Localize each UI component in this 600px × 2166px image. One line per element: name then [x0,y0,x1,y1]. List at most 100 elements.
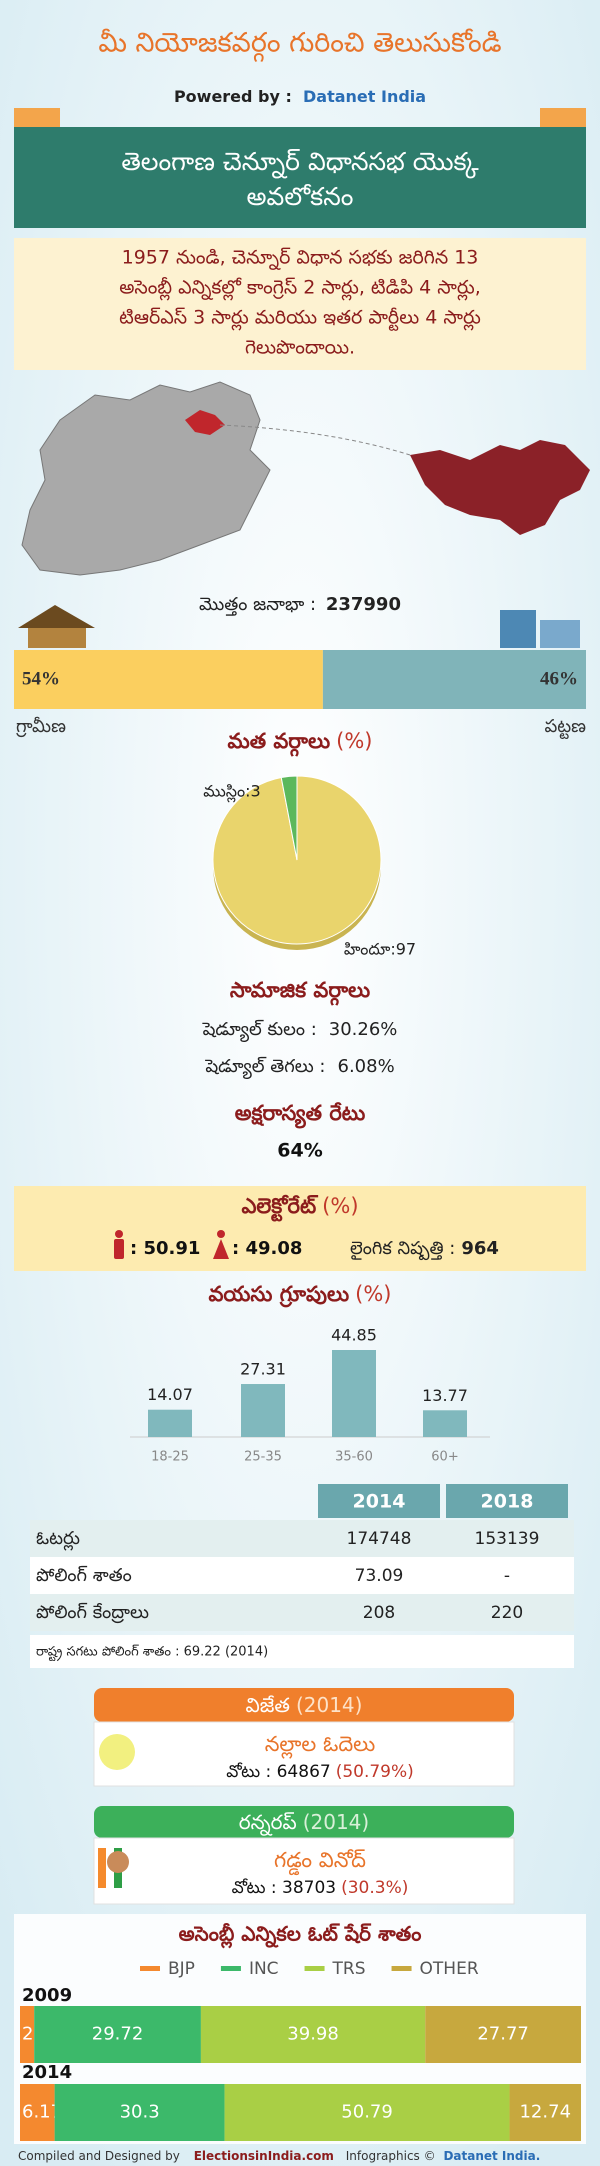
constituency-zoom [410,440,590,535]
segment-label: 50.79 [341,2102,393,2123]
bar-value: 27.31 [240,1360,286,1379]
banner-flap [540,108,586,128]
table-row [30,1594,574,1631]
share-label: 46% [540,668,578,689]
hut-icon [28,628,86,648]
winner-name: నల్లాల ఓదెలు [265,1732,376,1759]
footer-site: ElectionsinIndia.com [194,2149,334,2163]
share-category: పట్టణ [544,716,586,739]
table-row [30,1557,574,1594]
legend-marker [140,1966,160,1971]
hut-icon [18,605,95,628]
year-label: 2009 [22,1985,72,2006]
ratio-line: లైంగిక నిష్పత్తి : 964 [350,1238,499,1261]
share-bar [14,650,323,709]
bar-category: 60+ [431,1450,458,1465]
runner-votes: వోటు : 38703 [232,1878,337,1898]
bar-unit: (%) [355,1282,391,1306]
winner-share: (50.79%) [336,1762,414,1782]
table-cell: - [504,1566,510,1586]
winner-votes: వోటు : 64867 [226,1762,331,1782]
segment-label: 12.74 [519,2102,571,2123]
bar [241,1384,285,1437]
table-row-label: ఓటర్లు [36,1528,80,1551]
footer-line: Compiled and Designed by ElectionsinIndi… [18,2149,540,2163]
legend-label: TRS [332,1959,366,1979]
bar [332,1350,376,1437]
social-row: షెడ్యూల్ కులం : 30.26% [202,1019,398,1042]
winner-title: విజేత [246,1693,290,1717]
electorate-title: ఎలెక్టోరేట్ [241,1194,318,1222]
bar-category: 35-60 [335,1450,373,1465]
pie-label: హిందూ:97 [344,940,416,959]
footer-credit: Compiled and Designed by [18,2149,180,2163]
legend-label: INC [249,1959,279,1979]
pie-title: మత వర్గాలు [228,729,331,757]
runner-share: (30.3%) [341,1878,408,1898]
social-row: షెడ్యూల్ తెగలు : 6.08% [204,1056,394,1079]
summary-line: 1957 నుండి, చెన్నూర్ విధాన సభకు జరిగిన 1… [122,247,479,271]
segment-label: 30.3 [120,2102,160,2123]
table-cell: 174748 [347,1529,412,1549]
electorate-unit: (%) [322,1194,358,1218]
table-row [30,1520,574,1557]
social-label: షెడ్యూల్ కులం : [202,1019,317,1042]
bar-category: 18-25 [151,1450,189,1465]
bar [148,1409,192,1437]
social-value: 6.08% [338,1056,395,1077]
winner-heading: విజేత (2014) [246,1693,363,1717]
legend-label: BJP [168,1959,195,1979]
runner-box [93,1837,515,1905]
table-cell: 220 [491,1603,523,1623]
table-cell: 208 [363,1603,395,1623]
pie-unit: (%) [336,729,372,753]
table-header-cell [318,1484,440,1518]
literacy-title: అక్షరాస్యత రేటు [235,1101,366,1129]
female-icon [213,1230,229,1259]
runner-title: రన్నరప్ [239,1810,297,1836]
legend-marker [391,1966,412,1971]
winner-header [94,1688,514,1722]
male-icon [114,1230,124,1259]
summary-line: టిఆర్ఎస్ 3 సార్లు మరియు ఇతర పార్టీలు 4 స… [119,307,481,332]
year-label: 2014 [22,2062,72,2083]
constituency-map [185,410,225,435]
banner-title: అవలోకనం [247,182,354,211]
legend-marker [304,1966,325,1971]
legend-marker [220,1966,241,1971]
banner [14,127,586,228]
winner-votes-line: వోటు : 64867 (50.79%) [226,1762,414,1782]
bar-category: 25-35 [244,1450,282,1465]
table-header: 2014 [353,1491,406,1513]
winner-year: (2014) [296,1693,363,1717]
powered-by: Powered by : [174,87,292,106]
runner-heading: రన్నరప్ (2014) [239,1810,369,1836]
brand: Datanet India [303,87,426,106]
social-label: షెడ్యూల్ తెగలు : [204,1056,325,1079]
electorate-box [14,1186,586,1271]
bar-value: 44.85 [331,1326,377,1345]
winner-box [93,1721,515,1787]
pie-label: ముస్లిం:3 [203,782,260,803]
table-note: రాష్ట్ర సగటు పోలింగ్ శాతం : 69.22 (2014) [36,1645,268,1662]
table-header: 2018 [481,1491,534,1513]
party-symbol [99,1734,135,1770]
segment-label: 6.17 [22,2102,62,2123]
ratio-value: 964 [461,1238,499,1259]
share-segment [54,2084,225,2141]
bar-value: 13.77 [422,1386,468,1405]
banner-flap [14,108,60,128]
female-share: : 49.08 [232,1238,302,1259]
table-row-label: పోలింగ్ శాతం [36,1565,132,1586]
table-note-row [30,1635,574,1668]
runner-votes-line: వోటు : 38703 (30.3%) [232,1878,409,1898]
segment-label: 27.77 [477,2024,529,2045]
building-icon [500,610,536,648]
pie-slice [280,775,298,861]
ratio-label: లైంగిక నిష్పత్తి : [350,1238,455,1261]
segment-label: 39.98 [287,2024,339,2045]
table-cell: 153139 [475,1529,540,1549]
population-label: మొత్తం జనాభా : [199,594,316,616]
pie-title-line: మత వర్గాలు (%) [228,729,373,757]
share-category: గ్రామీణ [15,716,66,738]
